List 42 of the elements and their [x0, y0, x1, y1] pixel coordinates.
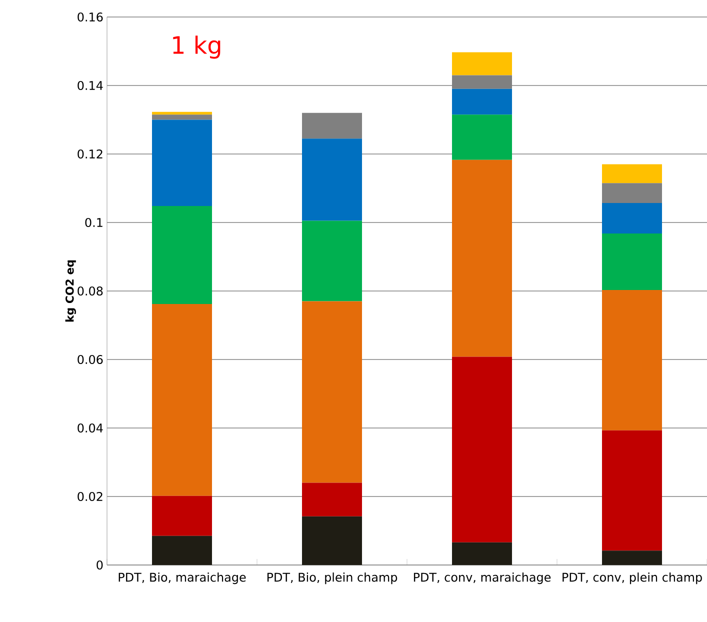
y-tick-label: 0.14: [78, 80, 103, 90]
y-tick-label: 0.1: [85, 218, 102, 228]
bar: [602, 202, 662, 234]
y-tick-label: 0.08: [78, 286, 103, 296]
bar: [452, 160, 512, 357]
y-tick-label: 0: [96, 560, 103, 570]
bar: [152, 536, 212, 565]
y-tick-label: 0.12: [78, 149, 102, 159]
y-tick-label: 0.02: [78, 492, 102, 502]
bar: [452, 52, 512, 76]
bar: [152, 114, 212, 120]
bar: [152, 206, 212, 304]
bar: [302, 482, 362, 516]
x-tick-label: PDT, Bio, plein champ: [267, 572, 398, 584]
bar: [302, 516, 362, 565]
bar: [302, 301, 362, 483]
bar: [302, 138, 362, 221]
bar: [452, 542, 512, 565]
x-tick-label: PDT, Bio, maraichage: [118, 572, 246, 584]
bar: [452, 75, 512, 89]
bar: [302, 220, 362, 302]
y-tick-label: 0.06: [78, 354, 103, 364]
bar: [152, 496, 212, 536]
bar: [602, 290, 662, 430]
bar: [302, 112, 362, 139]
bar: [152, 304, 212, 496]
bar: [602, 183, 662, 203]
bar: [152, 112, 212, 115]
y-tick-label: 0.16: [78, 12, 103, 22]
bar: [602, 430, 662, 551]
bar: [602, 164, 662, 184]
y-tick-label: 0.04: [78, 423, 103, 433]
x-tick-label: PDT, conv, plein champ: [562, 572, 702, 584]
bar: [452, 114, 512, 160]
bar: [452, 356, 512, 542]
annotation: 1 kg: [173, 36, 220, 59]
bar: [602, 550, 662, 565]
bar: [152, 120, 212, 206]
y-axis-title: kg CO2 eq: [65, 260, 76, 322]
x-tick-label: PDT, conv, maraichage: [414, 572, 551, 584]
bar: [452, 88, 512, 115]
bar: [602, 233, 662, 290]
